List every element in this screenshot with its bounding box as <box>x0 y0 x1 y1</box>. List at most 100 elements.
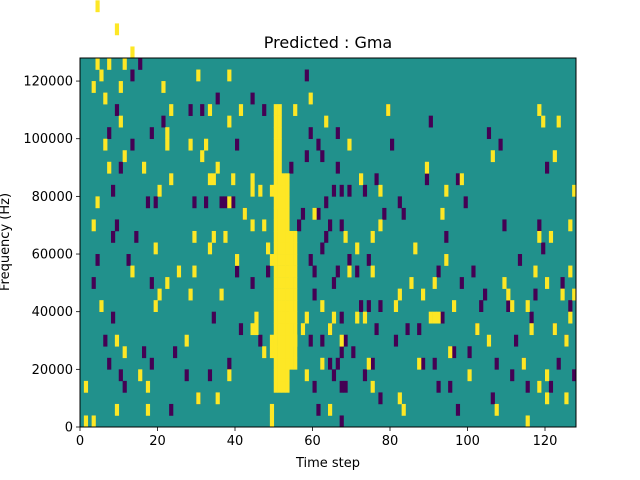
heatmap-cell-high <box>525 300 530 312</box>
heatmap-cell-high <box>142 161 147 174</box>
heatmap-cell-high <box>304 311 309 324</box>
heatmap-cell-high <box>289 230 294 243</box>
heatmap-cell-high <box>215 161 220 174</box>
heatmap-cell-low <box>95 254 100 266</box>
heatmap-cell-low <box>153 196 158 209</box>
heatmap-cell-low <box>421 357 426 370</box>
heatmap-cell-high <box>103 92 108 105</box>
heatmap-cell-high <box>269 403 275 416</box>
heatmap-cell-high <box>122 150 127 163</box>
heatmap-cell-high <box>273 242 278 255</box>
heatmap-cell-low <box>351 346 356 359</box>
heatmap-cell-high <box>250 173 255 186</box>
heatmap-cell-low <box>359 300 364 312</box>
heatmap-cell-high <box>386 104 391 116</box>
heatmap-cell-high <box>281 196 286 209</box>
heatmap-cell-high <box>227 115 232 128</box>
heatmap-cell-low <box>250 277 255 289</box>
heatmap-cell-high <box>227 369 232 382</box>
heatmap-cell-low <box>339 184 344 197</box>
heatmap-cell-low <box>405 323 410 336</box>
x-tick-label: 60 <box>304 434 321 449</box>
heatmap-cell-low <box>134 230 139 243</box>
heatmap-cell-high <box>91 415 96 428</box>
heatmap-cell-low <box>510 369 515 382</box>
heatmap-cell-high <box>107 58 112 70</box>
heatmap-cell-high <box>293 346 298 359</box>
heatmap-cell-high <box>359 173 364 186</box>
heatmap-cell-low <box>370 357 375 370</box>
heatmap-cell-low <box>362 369 368 382</box>
heatmap-cell-high <box>436 311 441 324</box>
x-tick-label: 0 <box>76 434 84 449</box>
heatmap-cell-high <box>273 311 278 324</box>
heatmap-cell-high <box>273 196 278 209</box>
heatmap-cell-low <box>382 207 387 220</box>
heatmap-cell-high <box>235 254 240 266</box>
heatmap-cell-high <box>281 230 286 243</box>
heatmap-cell-high <box>409 277 414 289</box>
heatmap-cell-high <box>401 403 406 416</box>
heatmap-cell-low <box>548 380 554 393</box>
heatmap-cell-high <box>281 173 286 186</box>
plot-frame <box>79 57 577 428</box>
heatmap-cell-low <box>401 207 406 220</box>
heatmap-cell-high <box>188 138 193 151</box>
heatmap-cell-low <box>207 369 213 382</box>
heatmap-cell-low <box>219 196 224 209</box>
heatmap-cell-high <box>548 230 554 243</box>
heatmap-cell-high <box>444 184 449 197</box>
heatmap-cell-high <box>339 334 344 347</box>
heatmap-cell-high <box>277 311 282 324</box>
heatmap-cell-high <box>281 254 286 266</box>
heatmap-cell-low <box>161 115 166 128</box>
heatmap-cell-high <box>269 334 275 347</box>
heatmap-cell-high <box>331 311 337 324</box>
heatmap-cell-high <box>273 277 278 289</box>
heatmap-cell-low <box>486 127 492 140</box>
heatmap-cell-low <box>463 196 468 209</box>
heatmap-cell-high <box>545 369 550 382</box>
heatmap-cell-low <box>479 300 484 312</box>
heatmap-cell-high <box>281 288 286 301</box>
heatmap-cell-high <box>273 334 278 347</box>
heatmap-cell-high <box>533 265 538 278</box>
heatmap-cell-high <box>207 173 213 186</box>
heatmap-cell-high <box>196 392 201 405</box>
heatmap-cell-high <box>289 242 294 255</box>
x-tick-label: 120 <box>533 434 558 449</box>
heatmap-cell-high <box>192 230 197 243</box>
heatmap-cell-high <box>273 357 278 370</box>
heatmap-cell-high <box>277 230 282 243</box>
heatmap-cell-high <box>277 150 282 163</box>
heatmap-cell-low <box>467 346 472 359</box>
heatmap-cell-low <box>118 369 123 382</box>
heatmap-cell-high <box>293 323 298 336</box>
heatmap-cell-high <box>568 219 573 232</box>
heatmap-cell-high <box>273 346 278 359</box>
heatmap-cell-low <box>490 392 495 405</box>
heatmap-cell-high <box>176 265 182 278</box>
heatmap-cell-low <box>184 369 189 382</box>
heatmap-cell-high <box>366 357 371 370</box>
heatmap-cell-high <box>122 346 127 359</box>
heatmap-cell-high <box>277 357 282 370</box>
heatmap-cell-high <box>227 69 232 82</box>
heatmap-cell-high <box>254 311 259 324</box>
heatmap-cell-low <box>335 127 340 140</box>
heatmap-cell-low <box>320 242 325 255</box>
heatmap-cell-low <box>436 265 441 278</box>
heatmap-cell-high <box>145 403 151 416</box>
heatmap-cell-high <box>281 207 286 220</box>
heatmap-cell-high <box>196 69 201 82</box>
heatmap-cell-high <box>355 311 360 324</box>
heatmap-cell-high <box>320 357 325 370</box>
heatmap-cell-high <box>324 115 329 128</box>
heatmap-cell-high <box>281 311 286 324</box>
heatmap-cell-high <box>103 138 108 151</box>
x-tick-label: 100 <box>455 434 480 449</box>
heatmap-cell-high <box>285 254 290 266</box>
heatmap-cell-low <box>324 230 329 243</box>
heatmap-cell-high <box>262 219 267 232</box>
